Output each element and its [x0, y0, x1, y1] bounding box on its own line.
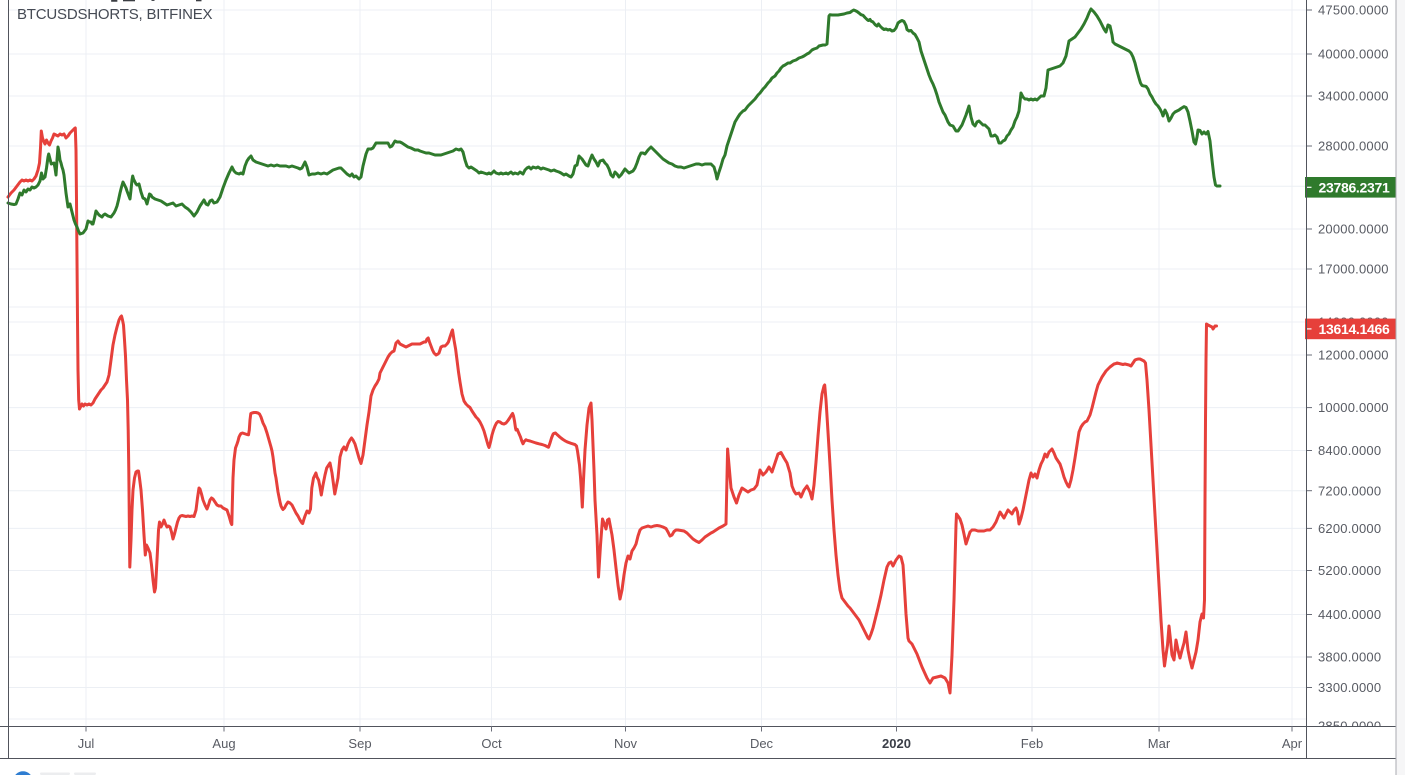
svg-text:17000.0000: 17000.0000	[1318, 262, 1389, 277]
svg-text:3300.0000: 3300.0000	[1318, 680, 1381, 695]
svg-text:23786.2371: 23786.2371	[1319, 179, 1390, 195]
svg-text:47500.0000: 47500.0000	[1318, 3, 1389, 18]
svg-text:20000.0000: 20000.0000	[1318, 222, 1389, 237]
svg-text:8400.0000: 8400.0000	[1318, 443, 1381, 458]
svg-text:Feb: Feb	[1021, 736, 1043, 751]
svg-text:40000.0000: 40000.0000	[1318, 47, 1389, 62]
svg-text:10000.0000: 10000.0000	[1318, 400, 1389, 415]
svg-text:Mar: Mar	[1148, 736, 1171, 751]
svg-text:BTCUSDSHORTS, BITFINEX: BTCUSDSHORTS, BITFINEX	[17, 6, 213, 23]
svg-text:13614.1466: 13614.1466	[1319, 321, 1390, 337]
svg-text:Jul: Jul	[78, 736, 95, 751]
svg-text:Dec: Dec	[750, 736, 774, 751]
svg-text:12000.0000: 12000.0000	[1318, 348, 1389, 363]
svg-text:2020: 2020	[882, 736, 911, 751]
svg-text:6200.0000: 6200.0000	[1318, 521, 1381, 536]
svg-text:Oct: Oct	[481, 736, 502, 751]
svg-text:28000.0000: 28000.0000	[1318, 139, 1389, 154]
svg-text:4400.0000: 4400.0000	[1318, 607, 1381, 622]
svg-text:5200.0000: 5200.0000	[1318, 563, 1381, 578]
svg-text:Apr: Apr	[1282, 736, 1303, 751]
svg-text:7200.0000: 7200.0000	[1318, 483, 1381, 498]
svg-text:3800.0000: 3800.0000	[1318, 650, 1381, 665]
svg-text:Sep: Sep	[348, 736, 371, 751]
svg-text:34000.0000: 34000.0000	[1318, 89, 1389, 104]
svg-text:Nov: Nov	[614, 736, 638, 751]
svg-text:Aug: Aug	[212, 736, 235, 751]
